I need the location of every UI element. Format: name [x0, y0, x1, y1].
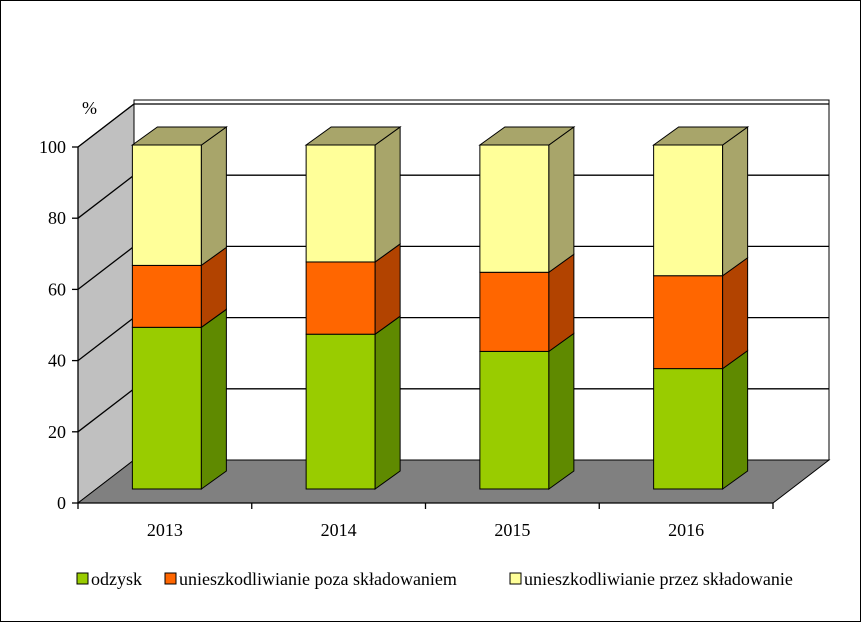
bar-segment [479, 350, 550, 490]
bar-segment-side [374, 315, 401, 490]
bar-segment [479, 144, 550, 273]
bar-segment-side [722, 256, 749, 370]
gridline-side [77, 174, 135, 219]
y-axis-unit-label: % [82, 98, 97, 118]
bar-segment-side [722, 349, 749, 490]
legend-label: unieszkodliwianie przez składowanie [524, 569, 793, 589]
legend-swatch [164, 572, 177, 585]
bar-segment [653, 275, 724, 370]
x-tick-label: 2014 [321, 520, 357, 540]
bar-segment [131, 144, 202, 266]
y-tick-label: 80 [48, 208, 66, 228]
bar-segment [305, 333, 376, 490]
bar-segment-side [374, 126, 401, 263]
bar-segment [653, 368, 724, 490]
gridline-side [77, 103, 135, 148]
gridline-side [77, 388, 135, 433]
legend-swatch [509, 572, 522, 585]
bar-segment-side [200, 308, 227, 490]
bar-segment-side [548, 332, 575, 490]
axes [72, 146, 774, 509]
gridline-side [77, 317, 135, 362]
bar-segment [479, 271, 550, 352]
x-tick-label: 2013 [147, 520, 183, 540]
legend-label: odzysk [91, 569, 142, 589]
y-tick-label: 100 [39, 137, 66, 157]
legend-swatch [76, 572, 89, 585]
bar-top [652, 126, 750, 146]
side-wall [77, 102, 135, 505]
bar-segment-side [548, 126, 575, 274]
y-tick-label: 60 [48, 279, 66, 299]
bar-top [304, 126, 402, 146]
bar-segment-side [200, 126, 227, 267]
x-tick-label: 2015 [494, 520, 530, 540]
y-tick-label: 0 [57, 493, 66, 513]
legend: odzysk unieszkodliwianie poza składowanie… [76, 569, 793, 589]
tick-labels: 0 20 40 60 80 100 2013 2014 2015 2016 [39, 137, 704, 540]
gridline-side [77, 245, 135, 290]
y-tick-label: 20 [48, 422, 66, 442]
y-tick-label: 40 [48, 351, 66, 371]
bar-segment [131, 264, 202, 328]
legend-label: unieszkodliwianie poza składowaniem [179, 569, 457, 589]
bar-segment [653, 144, 724, 277]
x-tick-label: 2016 [668, 520, 704, 540]
bar-segment [305, 261, 376, 335]
bars [130, 126, 750, 490]
bar-segment [305, 144, 376, 263]
bar-top [130, 126, 228, 146]
bar-segment [131, 326, 202, 490]
bar-top [478, 126, 576, 146]
bar-segment-side [722, 126, 749, 277]
